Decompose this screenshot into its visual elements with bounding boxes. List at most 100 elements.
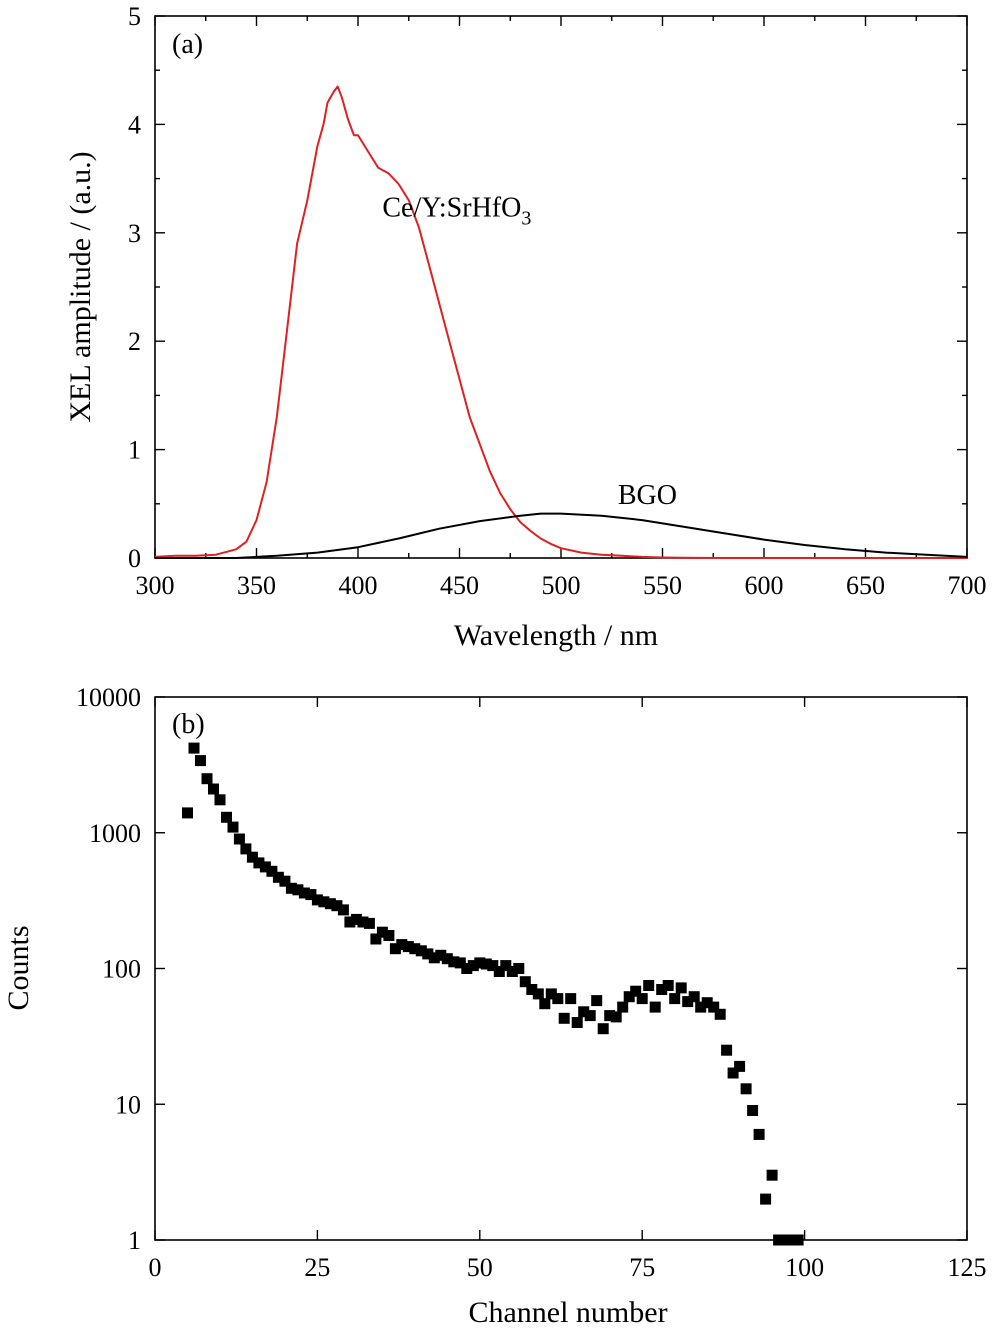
panel-a-x-axis-label: Wavelength / nm xyxy=(454,619,658,652)
data-point xyxy=(558,1012,570,1024)
data-point xyxy=(701,997,713,1009)
data-point xyxy=(519,976,531,988)
data-point xyxy=(266,865,278,877)
data-point xyxy=(370,933,382,945)
data-point xyxy=(474,957,486,969)
data-point xyxy=(201,773,213,785)
data-point xyxy=(441,953,453,965)
data-point xyxy=(584,1010,596,1022)
data-point xyxy=(259,861,271,873)
data-point xyxy=(766,1169,778,1181)
data-point xyxy=(669,993,681,1005)
data-point xyxy=(649,1001,661,1013)
data-point xyxy=(389,943,401,955)
data-point xyxy=(708,1001,720,1013)
data-point xyxy=(688,991,700,1003)
data-point xyxy=(727,1067,739,1079)
data-point xyxy=(636,993,648,1005)
panel-a-frame xyxy=(154,15,968,559)
x-tick-label: 550 xyxy=(643,571,682,600)
panel-b-frame xyxy=(154,696,968,1241)
x-tick-label: 125 xyxy=(948,1253,987,1282)
panel-b-label: (b) xyxy=(172,709,205,740)
y-tick-label: 1 xyxy=(128,1226,141,1255)
data-point xyxy=(545,988,557,1000)
data-point xyxy=(597,1023,609,1035)
x-tick-label: 300 xyxy=(136,571,175,600)
data-point xyxy=(279,875,291,887)
panel-b-x-axis-label: Channel number xyxy=(468,1296,667,1328)
data-point xyxy=(773,1234,785,1246)
data-point xyxy=(656,984,668,995)
data-point xyxy=(487,960,499,972)
y-tick-label: 1 xyxy=(128,436,141,465)
data-point xyxy=(591,995,603,1007)
data-point xyxy=(480,958,492,970)
data-point xyxy=(747,1105,759,1116)
data-point xyxy=(610,1011,622,1023)
series-line-ce-y-srhfo3 xyxy=(154,85,967,559)
data-point xyxy=(695,1001,707,1013)
series-label-ce-subscript: 3 xyxy=(521,208,531,230)
data-point xyxy=(318,896,330,908)
panel-b-chart: 0 25 50 75 100 125 1 10 100 1000 10000 (b) Channel… xyxy=(2,683,987,1328)
x-tick-label: 0 xyxy=(149,1253,162,1282)
data-point xyxy=(682,996,694,1008)
x-tick-label: 350 xyxy=(237,571,276,600)
data-point xyxy=(467,960,479,972)
data-point xyxy=(630,985,642,997)
data-point xyxy=(233,833,245,845)
data-point xyxy=(188,742,200,754)
x-tick-label: 650 xyxy=(846,571,885,600)
x-tick-label: 25 xyxy=(304,1253,330,1282)
x-tick-label: 75 xyxy=(629,1253,655,1282)
data-point xyxy=(792,1234,804,1246)
x-tick-label: 700 xyxy=(948,571,987,600)
data-point xyxy=(428,952,440,964)
data-point xyxy=(539,998,551,1010)
data-point xyxy=(350,913,362,925)
data-point xyxy=(331,900,343,912)
data-point xyxy=(344,916,356,928)
data-point xyxy=(734,1060,746,1072)
data-point xyxy=(721,1044,733,1056)
data-point xyxy=(324,898,336,910)
panel-a-label: (a) xyxy=(172,29,203,60)
data-point xyxy=(506,966,518,977)
data-point xyxy=(311,894,323,906)
data-point xyxy=(415,945,427,957)
panel-b-points xyxy=(182,742,804,1246)
data-point xyxy=(623,991,635,1003)
data-point xyxy=(383,930,395,941)
data-point xyxy=(461,963,473,974)
data-point xyxy=(448,956,460,968)
y-tick-label: 0 xyxy=(128,544,141,573)
y-tick-label: 4 xyxy=(128,110,141,139)
x-tick-label: 450 xyxy=(440,571,479,600)
data-point xyxy=(493,966,505,977)
data-point xyxy=(402,941,414,953)
data-point xyxy=(357,916,369,928)
data-point xyxy=(253,857,265,869)
y-tick-label: 100 xyxy=(102,955,141,984)
data-point xyxy=(532,988,544,1000)
panel-a-chart: 300 350 400 450 500 550 600 650 700 0 1 2 3 4 5 (a) Ce… xyxy=(64,2,987,652)
data-point xyxy=(208,783,219,795)
x-tick-label: 400 xyxy=(339,571,378,600)
x-tick-label: 50 xyxy=(467,1253,493,1282)
y-tick-label: 3 xyxy=(128,219,141,248)
data-point xyxy=(292,884,304,896)
x-tick-label: 600 xyxy=(745,571,784,600)
data-point xyxy=(643,980,655,991)
data-point xyxy=(617,1001,629,1013)
series-label-bgo: BGO xyxy=(618,480,677,511)
data-point xyxy=(182,807,193,819)
y-tick-label: 1000 xyxy=(89,819,141,848)
x-tick-label: 500 xyxy=(542,571,581,600)
data-point xyxy=(337,904,349,916)
data-point xyxy=(513,963,525,974)
data-point xyxy=(571,1017,583,1028)
data-point xyxy=(454,957,466,969)
data-point xyxy=(578,1006,590,1018)
